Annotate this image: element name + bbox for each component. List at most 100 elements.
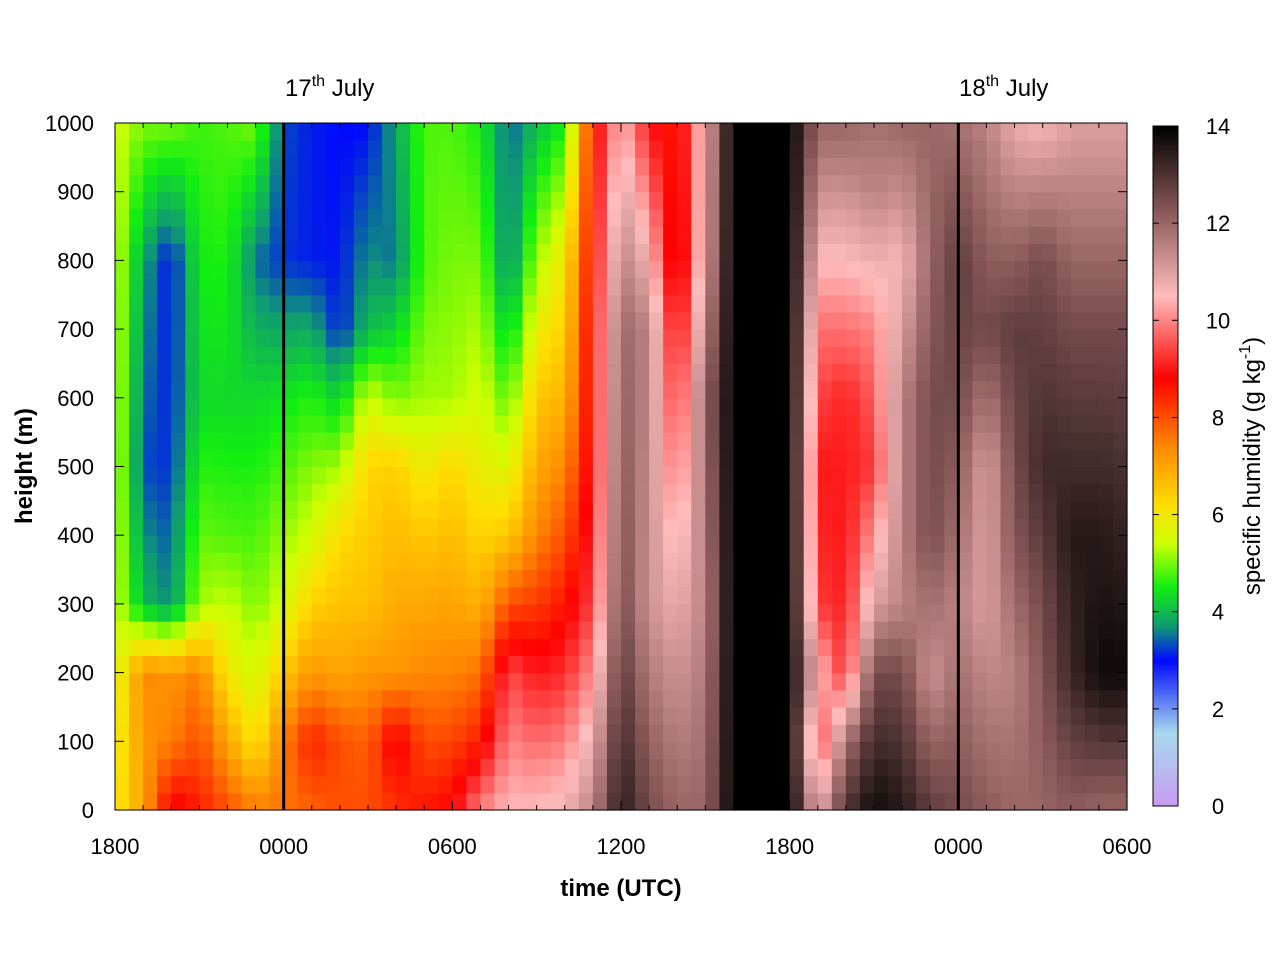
heatmap-cell — [143, 758, 158, 777]
heatmap-cell — [1014, 706, 1030, 725]
heatmap-cell — [115, 621, 130, 639]
heatmap-cell — [747, 655, 763, 674]
day-marker-annotation-1: 17th July — [285, 73, 374, 102]
heatmap-cell — [874, 672, 889, 691]
heatmap-cell — [733, 294, 749, 313]
heatmap-cell — [508, 243, 524, 261]
heatmap-cell — [410, 758, 425, 777]
heatmap-cell — [1084, 535, 1100, 553]
heatmap-cell — [438, 724, 453, 742]
heatmap-cell — [831, 157, 847, 176]
heatmap-cell — [536, 792, 552, 811]
heatmap-cell — [621, 311, 636, 330]
heatmap-cell — [705, 638, 720, 657]
heatmap-cell — [438, 208, 453, 227]
heatmap-cell — [944, 243, 959, 261]
heatmap-cell — [719, 466, 735, 485]
heatmap-cell — [241, 363, 257, 382]
heatmap-cell — [1000, 260, 1016, 279]
heatmap-cell — [831, 621, 847, 639]
heatmap-cell — [227, 140, 243, 158]
heatmap-cell — [452, 226, 467, 244]
heatmap-cell — [297, 191, 313, 210]
heatmap-cell — [621, 775, 636, 794]
heatmap-cell — [325, 140, 341, 158]
heatmap-cell — [578, 397, 594, 416]
heatmap-cell — [353, 208, 369, 227]
heatmap-cell — [368, 500, 383, 519]
heatmap-cell — [733, 123, 749, 141]
heatmap-cell — [115, 758, 130, 777]
heatmap-cell — [649, 243, 664, 261]
heatmap-cell — [621, 603, 636, 622]
heatmap-cell — [1042, 706, 1058, 725]
heatmap-cell — [719, 535, 735, 553]
heatmap-cell — [550, 174, 566, 193]
heatmap-cell — [480, 792, 496, 811]
heatmap-cell — [325, 775, 341, 794]
heatmap-cell — [775, 500, 791, 519]
heatmap-cell — [325, 535, 341, 553]
heatmap-cell — [480, 432, 496, 450]
heatmap-cell — [972, 311, 988, 330]
heatmap-cell — [761, 466, 777, 485]
heatmap-cell — [199, 380, 214, 399]
heatmap-cell — [157, 294, 172, 313]
heatmap-cell — [536, 432, 552, 450]
heatmap-cell — [396, 397, 411, 416]
heatmap-cell — [353, 380, 369, 399]
heatmap-cell — [1000, 518, 1016, 536]
heatmap-cell — [859, 689, 875, 708]
heatmap-cell — [424, 294, 439, 313]
heatmap-cell — [325, 346, 341, 365]
heatmap-cell — [888, 792, 903, 811]
heatmap-cell — [663, 518, 678, 536]
heatmap-cell — [297, 208, 313, 227]
heatmap-cell — [719, 346, 735, 365]
heatmap-cell — [283, 741, 299, 760]
heatmap-cell — [241, 724, 257, 742]
heatmap-cell — [789, 243, 805, 261]
heatmap-cell — [325, 741, 341, 760]
heatmap-cell — [564, 140, 580, 158]
heatmap-cell — [255, 329, 271, 347]
heatmap-cell — [944, 586, 959, 605]
heatmap-cell — [817, 208, 833, 227]
heatmap-cell — [691, 552, 706, 571]
heatmap-cell — [550, 655, 566, 674]
heatmap-cell — [972, 294, 988, 313]
heatmap-cell — [888, 449, 903, 468]
heatmap-cell — [325, 603, 341, 622]
heatmap-cell — [1000, 638, 1016, 657]
heatmap-cell — [353, 672, 369, 691]
heatmap-cell — [1112, 363, 1128, 382]
heatmap-cell — [1056, 329, 1072, 347]
heatmap-cell — [916, 621, 931, 639]
heatmap-cell — [845, 363, 861, 382]
heatmap-cell — [564, 792, 580, 811]
heatmap-cell — [297, 380, 313, 399]
heatmap-cell — [115, 432, 130, 450]
heatmap-cell — [649, 706, 664, 725]
heatmap-cell — [691, 191, 706, 210]
heatmap-cell — [705, 414, 720, 433]
heatmap-cell — [972, 758, 988, 777]
heatmap-cell — [606, 380, 622, 399]
heatmap-cell — [649, 741, 664, 760]
heatmap-cell — [199, 294, 214, 313]
heatmap-cell — [522, 552, 538, 571]
heatmap-cell — [888, 621, 903, 639]
heatmap-cell — [508, 363, 524, 382]
heatmap-cell — [803, 724, 819, 742]
heatmap-cell — [972, 157, 988, 176]
heatmap-cell — [522, 758, 538, 777]
heatmap-cell — [1070, 380, 1086, 399]
heatmap-cell — [564, 329, 580, 347]
heatmap-cell — [705, 518, 720, 536]
heatmap-cell — [1028, 689, 1044, 708]
heatmap-cell — [213, 638, 229, 657]
heatmap-cell — [888, 329, 903, 347]
heatmap-cell — [213, 449, 229, 468]
heatmap-cell — [213, 414, 229, 433]
heatmap-cell — [888, 277, 903, 296]
